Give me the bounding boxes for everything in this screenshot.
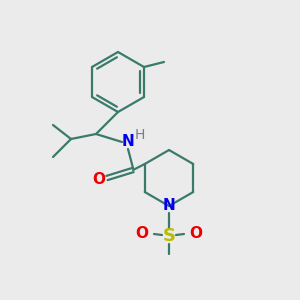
Text: H: H xyxy=(135,128,145,142)
Text: O: O xyxy=(136,226,148,242)
Text: O: O xyxy=(190,226,202,242)
Text: S: S xyxy=(163,227,176,245)
Text: N: N xyxy=(163,199,176,214)
Text: O: O xyxy=(92,172,106,187)
Text: N: N xyxy=(122,134,134,149)
